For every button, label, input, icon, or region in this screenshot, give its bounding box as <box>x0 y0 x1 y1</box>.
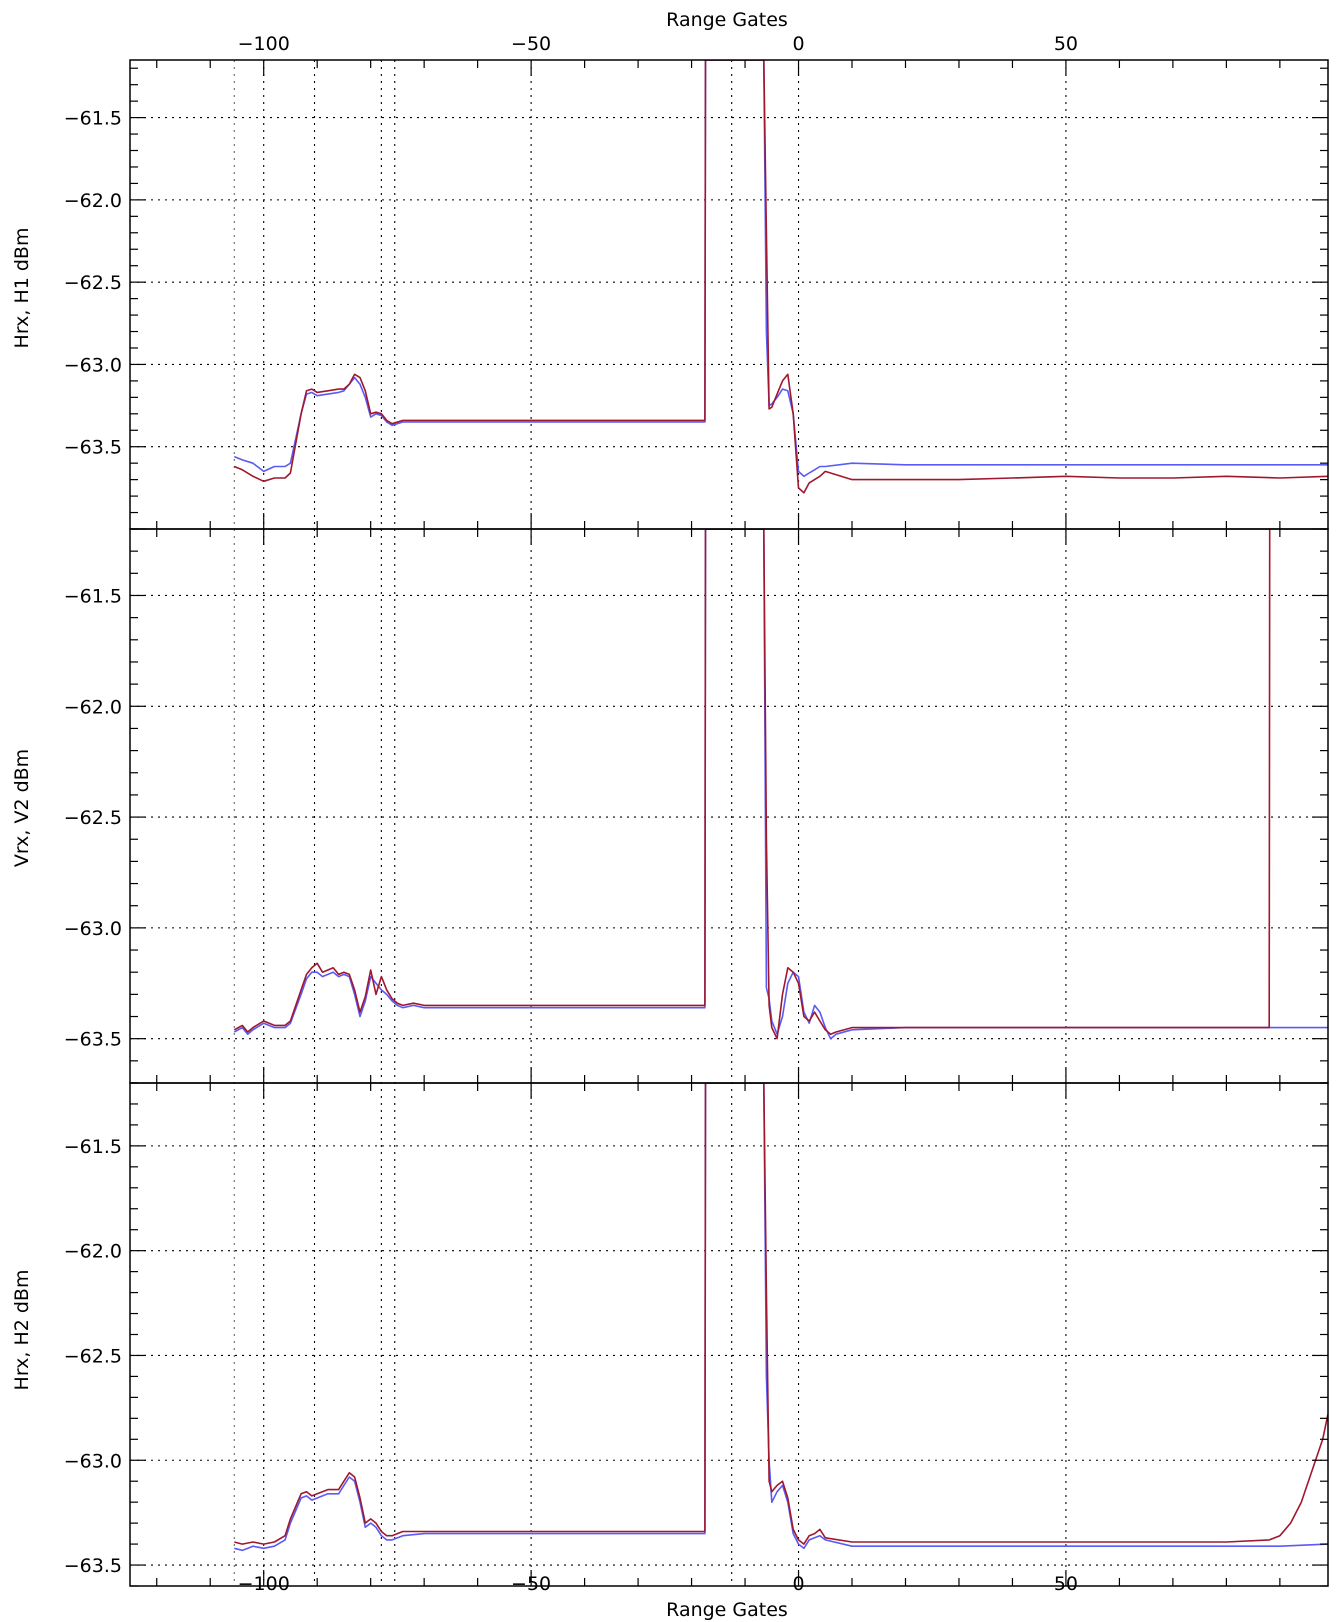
y-tick-label: −63.5 <box>64 1555 122 1577</box>
series-line-blue <box>234 1083 1328 1552</box>
bottom-x-tick-label: 0 <box>792 1573 804 1595</box>
top-x-tick-label: 0 <box>792 33 804 55</box>
y-tick-label: −61.5 <box>64 1136 122 1158</box>
panel-frame <box>129 528 1329 1084</box>
vertical-marker-lines <box>233 60 733 1586</box>
y-tick-label: −61.5 <box>64 585 122 607</box>
y-tick-label: −62.0 <box>64 190 122 212</box>
top-x-tick-label: −100 <box>238 33 290 55</box>
top-x-tick-label: −50 <box>511 33 551 55</box>
y-tick-label: −62.0 <box>64 1241 122 1263</box>
text-layer: Range Gates Range Gates Hrx, H1 dBm Vrx,… <box>11 9 1078 1621</box>
bottom-x-tick-label: −100 <box>238 1573 290 1595</box>
top-x-tick-label: 50 <box>1054 33 1078 55</box>
panel-2-series <box>233 529 1328 1040</box>
panel-frame <box>129 1082 1329 1587</box>
y-tick-label: −63.0 <box>64 1450 122 1472</box>
frame-layer <box>129 59 1329 1587</box>
panel-2-y-axis-title: Vrx, V2 dBm <box>11 749 33 867</box>
panel-3-y-axis-title: Hrx, H2 dBm <box>11 1270 33 1391</box>
series-line-blue <box>233 529 1328 1040</box>
series-line-blue <box>233 60 1328 478</box>
panel-3-series <box>234 1083 1328 1552</box>
y-tick-label: −62.5 <box>64 272 122 294</box>
bottom-x-tick-label: −50 <box>511 1573 551 1595</box>
panel-1-y-axis-title: Hrx, H1 dBm <box>11 228 33 349</box>
y-tick-label: −63.5 <box>64 437 122 459</box>
y-tick-label: −62.0 <box>64 696 122 718</box>
y-tick-label: −63.5 <box>64 1029 122 1051</box>
y-tick-label: −62.5 <box>64 1345 122 1367</box>
series-line-red <box>233 529 1271 1040</box>
series-line-red <box>234 1083 1328 1545</box>
y-tick-label: −61.5 <box>64 108 122 130</box>
panel-1-series <box>233 60 1328 494</box>
bottom-x-axis-title: Range Gates <box>666 1599 788 1621</box>
bottom-x-tick-label: 50 <box>1054 1573 1078 1595</box>
y-tick-label: −62.5 <box>64 807 122 829</box>
series-line-red <box>233 60 1328 494</box>
y-tick-label: −63.0 <box>64 918 122 940</box>
top-x-axis-title: Range Gates <box>666 9 788 31</box>
y-tick-label: −63.0 <box>64 354 122 376</box>
grid-layer <box>130 60 1328 1586</box>
panel-frame <box>129 59 1329 530</box>
series-layer <box>233 60 1328 1552</box>
